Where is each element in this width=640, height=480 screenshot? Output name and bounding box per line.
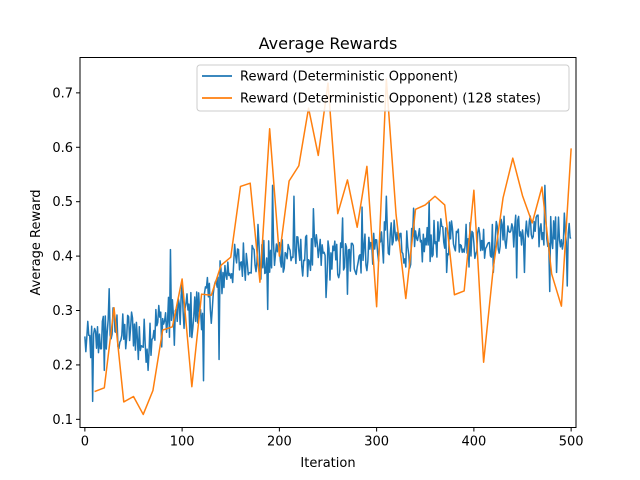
legend-label-reward-128-states: Reward (Deterministic Opponent) (128 sta… (240, 92, 541, 107)
x-tick-label: 200 (267, 435, 292, 450)
y-tick-label: 0.5 (52, 195, 73, 210)
x-tick-label: 300 (364, 435, 389, 450)
series-line-reward-128-states (94, 78, 572, 416)
legend-box (196, 64, 570, 112)
y-tick-label: 0.4 (52, 250, 73, 265)
y-tick-label: 0.3 (52, 304, 73, 319)
y-tick-label: 0.6 (52, 141, 73, 156)
axis-ticks: 0 100 200 300 400 500 0.1 0.2 0.3 0.4 0.5 0.6 0.7 (52, 86, 583, 449)
x-axis-label: Iteration (300, 456, 355, 471)
y-tick-label: 0.7 (52, 86, 73, 101)
plot-frame (79, 57, 577, 428)
y-tick-label: 0.2 (52, 358, 73, 373)
x-tick-label: 500 (559, 435, 584, 450)
y-tick-label: 0.1 (52, 413, 73, 428)
plot-area (84, 78, 572, 416)
x-tick-label: 400 (461, 435, 486, 450)
x-tick-label: 100 (170, 435, 195, 450)
legend-label-reward-deterministic: Reward (Deterministic Opponent) (240, 70, 458, 85)
series-line-reward-deterministic (84, 184, 572, 403)
x-tick-label: 0 (81, 435, 89, 450)
chart-title: Average Rewards (259, 34, 398, 53)
y-axis-label: Average Reward (29, 190, 44, 296)
legend: Reward (Deterministic Opponent) Reward (… (196, 64, 570, 112)
